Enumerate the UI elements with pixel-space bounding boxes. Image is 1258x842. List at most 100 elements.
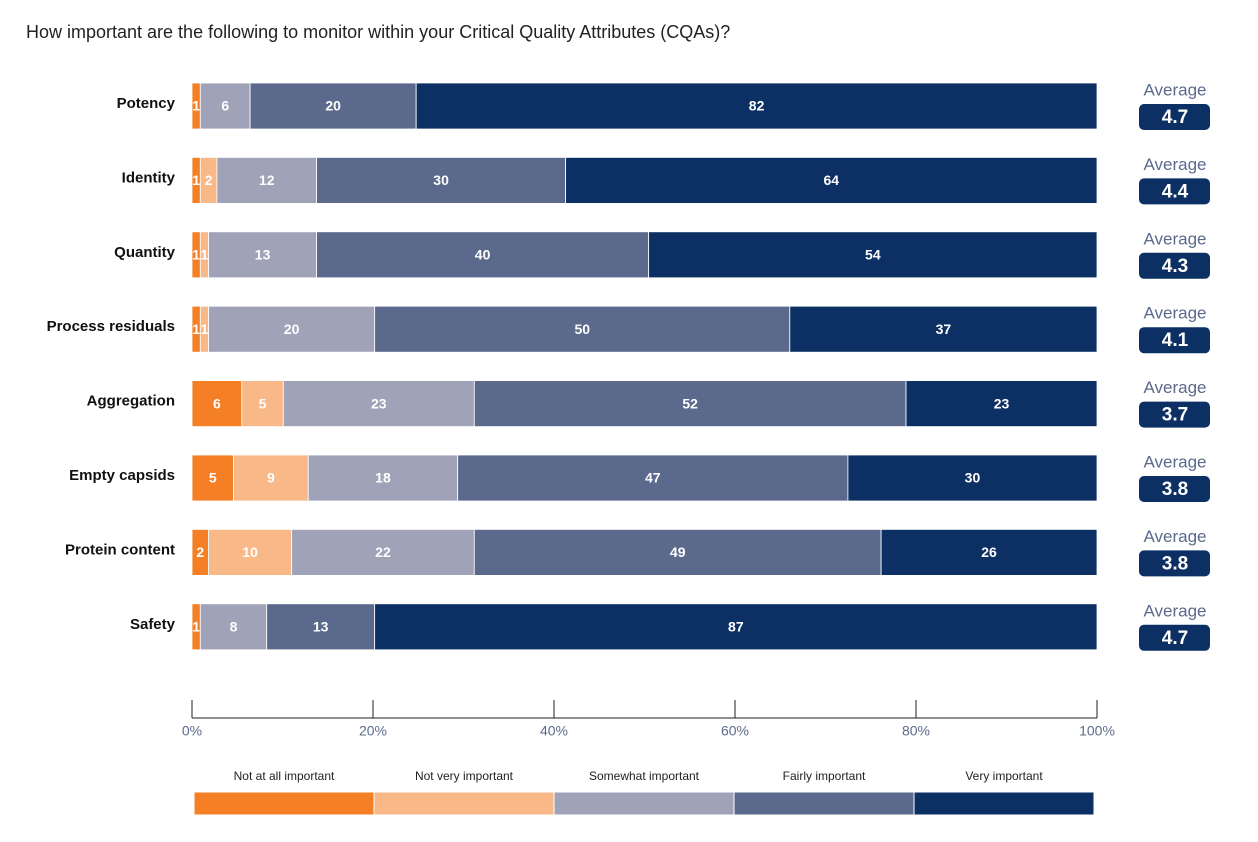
data-label: 9 (267, 470, 275, 486)
data-label: 54 (865, 247, 881, 263)
average-label: Average (1143, 452, 1206, 471)
bar-segment (266, 603, 376, 651)
data-label: 13 (255, 247, 271, 263)
x-tick-label: 20% (359, 723, 387, 739)
category-label: Safety (130, 616, 176, 633)
data-label: 50 (574, 321, 590, 337)
average-value: 4.7 (1162, 107, 1188, 128)
average-badge (1139, 550, 1210, 577)
bar-segment (233, 454, 309, 502)
x-tick-label: 80% (902, 723, 930, 739)
data-label: 22 (375, 544, 391, 560)
data-label: 23 (994, 395, 1010, 411)
legend-label: Not at all important (234, 769, 335, 783)
data-label: 1 (192, 98, 200, 114)
data-label: 13 (313, 619, 329, 635)
x-tick-label: 100% (1079, 723, 1115, 739)
data-label: 5 (259, 395, 267, 411)
bar-segment (199, 603, 268, 651)
data-label: 30 (433, 172, 449, 188)
data-label: 2 (196, 544, 204, 560)
bar-segment (905, 380, 1098, 428)
category-label: Identity (122, 169, 176, 186)
legend-swatch (553, 791, 735, 816)
bar-segment (208, 305, 376, 353)
x-tick-label: 0% (182, 723, 202, 739)
bar-segment (415, 82, 1098, 130)
data-label: 18 (375, 470, 391, 486)
data-label: 26 (981, 544, 997, 560)
data-label: 1 (192, 172, 200, 188)
average-badge (1139, 252, 1210, 279)
category-label: Process residuals (47, 318, 175, 335)
bar-segment (565, 156, 1098, 204)
legend-label: Somewhat important (589, 769, 700, 783)
bar-segment (374, 305, 791, 353)
data-label: 2 (205, 172, 213, 188)
average-label: Average (1143, 229, 1206, 248)
data-label: 12 (259, 172, 275, 188)
bar-segment (648, 231, 1098, 279)
average-value: 4.1 (1162, 330, 1189, 351)
data-label: 64 (824, 172, 840, 188)
data-label: 52 (682, 395, 698, 411)
data-label: 8 (230, 619, 238, 635)
legend-label: Fairly important (783, 769, 866, 783)
category-label: Potency (117, 95, 176, 112)
data-label: 37 (936, 321, 952, 337)
legend-swatch (193, 791, 375, 816)
legend-swatch (733, 791, 915, 816)
data-label: 20 (284, 321, 300, 337)
data-label: 1 (201, 247, 209, 263)
category-label: Empty capsids (69, 467, 175, 484)
x-tick-label: 60% (721, 723, 749, 739)
category-label: Quantity (114, 244, 175, 261)
bar-segment (191, 380, 243, 428)
average-label: Average (1143, 80, 1206, 99)
bar-segment (291, 529, 475, 576)
legend-label: Very important (965, 769, 1043, 783)
bar-segment (249, 82, 417, 130)
bar-segment (316, 231, 650, 279)
average-value: 3.8 (1162, 479, 1188, 500)
bar-segment (880, 529, 1098, 576)
data-label: 40 (475, 247, 491, 263)
legend-swatch (373, 791, 555, 816)
legend-swatch (913, 791, 1095, 816)
bar-segment (473, 380, 907, 428)
chart-title: How important are the following to monit… (26, 22, 730, 42)
data-label: 20 (325, 98, 341, 114)
average-badge (1139, 624, 1210, 651)
category-label: Protein content (65, 541, 175, 558)
data-label: 6 (213, 395, 221, 411)
bar-segment (282, 380, 475, 428)
bar-segment (199, 82, 251, 130)
average-label: Average (1143, 378, 1206, 397)
bar-segment (847, 454, 1098, 502)
data-label: 10 (242, 544, 258, 560)
x-tick-label: 40% (540, 723, 568, 739)
bar-segment (216, 156, 317, 204)
data-label: 1 (201, 321, 209, 337)
average-label: Average (1143, 601, 1206, 620)
data-label: 1 (192, 321, 200, 337)
bar-segment (208, 529, 293, 576)
bar-segment (789, 305, 1098, 353)
average-label: Average (1143, 304, 1206, 323)
average-label: Average (1143, 155, 1206, 174)
average-badge (1139, 476, 1210, 502)
average-badge (1139, 178, 1210, 205)
data-label: 82 (749, 98, 765, 114)
bar-segment (241, 380, 284, 428)
data-label: 23 (371, 395, 387, 411)
data-label: 30 (965, 470, 981, 486)
bar-segment (307, 454, 459, 502)
average-value: 3.8 (1162, 553, 1188, 574)
bar-segment (473, 529, 882, 576)
data-label: 1 (192, 619, 200, 635)
legend-label: Not very important (415, 769, 514, 783)
data-label: 1 (192, 247, 200, 263)
data-label: 49 (670, 544, 686, 560)
data-label: 5 (209, 470, 217, 486)
data-label: 6 (221, 98, 229, 114)
